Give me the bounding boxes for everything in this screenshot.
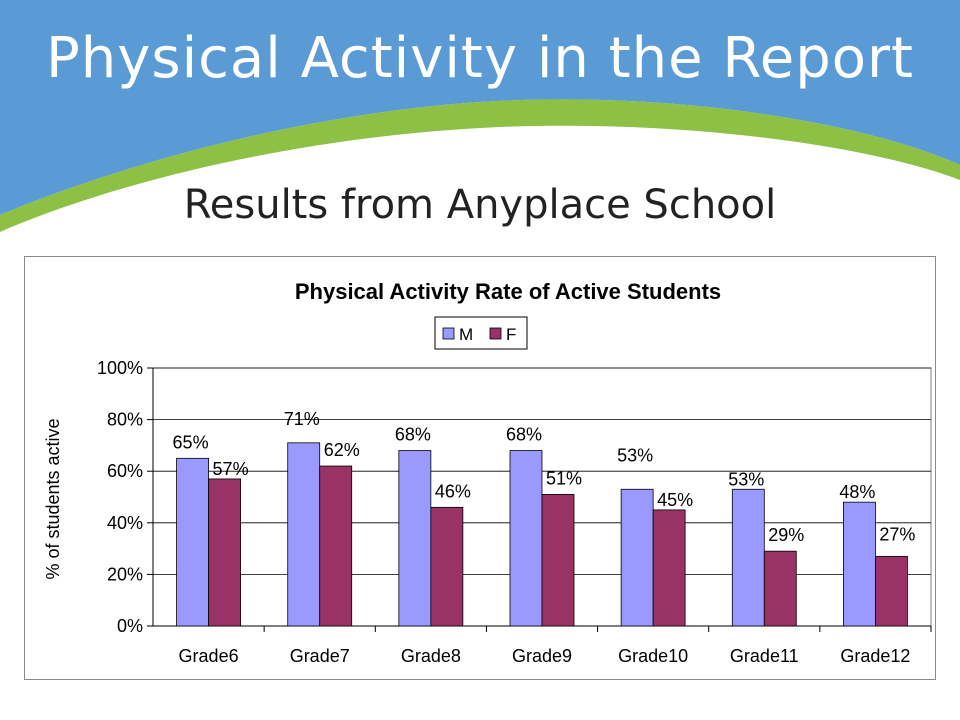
x-tick-label: Grade11: [730, 646, 799, 666]
y-tick-label: 60%: [107, 461, 143, 481]
x-tick-label: Grade12: [840, 646, 910, 666]
legend-box: [434, 316, 528, 350]
data-label-m: 71%: [284, 409, 320, 429]
banner-blue-wave: [0, 0, 960, 215]
chart-frame: Physical Activity Rate of Active Student…: [24, 256, 936, 680]
y-tick-label: 0%: [117, 616, 143, 636]
banner-green-swoosh: [0, 99, 960, 232]
x-tick-label: Grade7: [290, 646, 350, 666]
x-tick-label: Grade8: [401, 646, 461, 666]
data-label-m: 48%: [839, 482, 875, 502]
bar-f: [875, 555, 908, 627]
data-label-f: 27%: [879, 524, 915, 544]
y-tick-label: 100%: [97, 358, 143, 378]
bar-m: [843, 501, 876, 627]
header-banner: [0, 0, 960, 232]
data-label-f: 45%: [657, 490, 693, 510]
bar-f: [763, 550, 797, 627]
bar-m: [176, 457, 209, 627]
bar-m: [620, 488, 654, 627]
legend-label-m: M: [459, 325, 473, 344]
y-tick-label: 20%: [107, 564, 143, 584]
x-tick-label: Grade6: [179, 646, 239, 666]
y-axis-title: % of students active: [43, 418, 63, 579]
bar-f: [541, 494, 575, 627]
bar-m: [398, 450, 432, 627]
data-label-m: 65%: [173, 432, 209, 452]
data-label-m: 68%: [506, 425, 542, 445]
data-label-m: 53%: [728, 469, 764, 489]
bar-m: [287, 442, 321, 627]
slide-subtitle: Results from Anyplace School: [183, 182, 777, 228]
legend: M F: [434, 316, 528, 350]
data-label-f: 57%: [213, 459, 249, 479]
bar-f: [319, 465, 353, 627]
x-tick-label: Grade10: [618, 646, 688, 666]
data-label-f: 62%: [324, 440, 360, 460]
data-label-f: 46%: [435, 481, 471, 501]
data-label-m: 68%: [395, 425, 431, 445]
x-tick-label: Grade9: [512, 646, 572, 666]
bar-m: [509, 450, 543, 627]
legend-swatch-f: [489, 327, 502, 340]
bar-chart: Physical Activity Rate of Active Student…: [43, 279, 932, 666]
legend-label-f: F: [506, 325, 516, 344]
data-label-f: 51%: [546, 468, 582, 488]
slide-title: Physical Activity in the Report: [45, 26, 915, 91]
bar-f: [430, 506, 464, 627]
bar-f: [652, 509, 686, 627]
legend-swatch-m: [442, 327, 455, 340]
y-tick-label: 40%: [107, 513, 143, 533]
plot-area: 0%20%40%60%80%100%Grade665%57%Grade771%6…: [97, 358, 932, 666]
data-label-f: 29%: [768, 525, 804, 545]
data-label-m: 53%: [617, 445, 653, 465]
y-tick-label: 80%: [107, 410, 143, 430]
bar-m: [731, 488, 765, 627]
chart-title: Physical Activity Rate of Active Student…: [295, 279, 721, 304]
bar-f: [208, 478, 241, 627]
